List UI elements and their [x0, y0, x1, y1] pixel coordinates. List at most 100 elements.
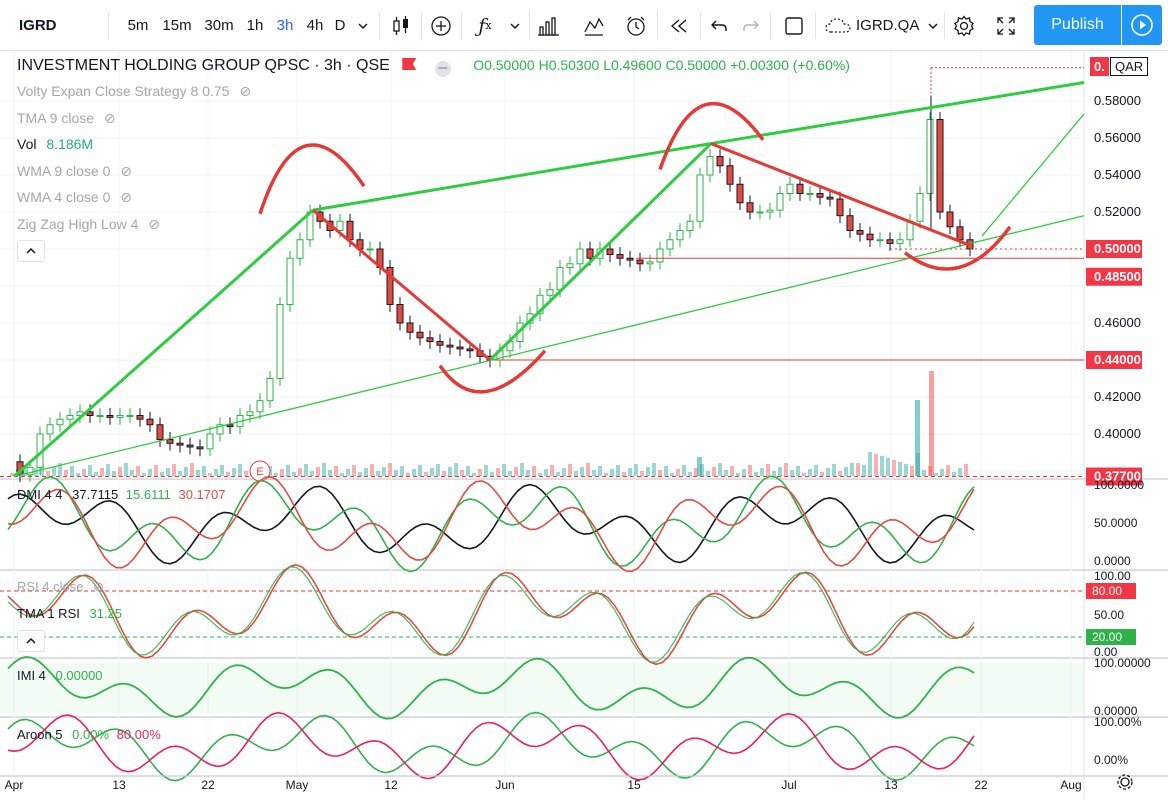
eye-hidden-icon[interactable]: ⊘ [120, 189, 132, 205]
volume-bar [778, 467, 782, 476]
layout-name: IGRD.QA [856, 17, 920, 34]
volume-bar [70, 466, 74, 476]
indicator-wma9[interactable]: WMA 9 close 0 ⊘ [17, 163, 132, 179]
eye-hidden-icon[interactable]: ⊘ [239, 83, 252, 99]
currency-label[interactable]: QAR [1110, 57, 1149, 76]
volume-bar [496, 468, 500, 476]
volume-bar [694, 468, 698, 476]
chevron-down-icon[interactable] [352, 0, 374, 51]
candle-body [406, 322, 414, 333]
indicator-zigzag[interactable]: Zig Zag High Low 4 ⊘ [17, 216, 161, 232]
volume-bar [82, 469, 86, 476]
candle-body [256, 400, 264, 413]
replay-icon[interactable] [662, 0, 696, 51]
volume-bar [934, 473, 938, 476]
arc-annotation [903, 225, 1012, 271]
candle-body [566, 263, 574, 269]
candle-body [786, 183, 794, 194]
volume-bar [106, 464, 110, 476]
trend-line [13, 215, 1085, 478]
rsi-line [7, 563, 975, 666]
indicator-tma[interactable]: TMA 9 close ⊘ [17, 110, 116, 126]
layout-cloud-selector[interactable]: IGRD.QA [820, 0, 940, 51]
eye-hidden-icon[interactable]: ⊘ [93, 579, 105, 594]
eye-hidden-icon[interactable]: ⊘ [148, 216, 161, 232]
volume-bar [400, 466, 404, 476]
candle-body [56, 418, 64, 426]
eye-hidden-icon[interactable]: ⊘ [103, 110, 116, 126]
minus-icon[interactable]: – [434, 60, 451, 77]
aroon-tick-label: 0.00% [1094, 753, 1128, 767]
candle-body [346, 220, 354, 241]
ohlc-values: O0.50000 H0.50300 L0.49600 C0.50000 +0.0… [473, 57, 850, 73]
volume-bar [922, 470, 926, 476]
volume-bar [190, 463, 194, 476]
aroon-tick-label: 100.00% [1094, 715, 1142, 729]
candle-body [866, 233, 874, 241]
interval-1h[interactable]: 1h [246, 17, 264, 34]
indicator-vol[interactable]: Vol 8.186M [17, 136, 94, 152]
candle-body [296, 239, 304, 259]
time-tick-label: 12 [384, 778, 398, 792]
volume-bar [604, 473, 608, 476]
indicator-wma4[interactable]: WMA 4 close 0 ⊘ [17, 189, 132, 205]
candle-body [616, 254, 624, 259]
candle-body [636, 259, 644, 265]
dmi-tick-label: 50.0000 [1094, 516, 1138, 530]
imi-line [7, 655, 975, 720]
candle-body [386, 267, 394, 305]
volume-bar [766, 464, 770, 476]
interval-D[interactable]: D [334, 17, 346, 34]
price-badge [1086, 351, 1142, 369]
candle-body [536, 294, 544, 315]
add-compare-icon[interactable] [425, 0, 457, 51]
volume-bar [382, 467, 386, 476]
candle-body [626, 257, 634, 261]
volume-bar [52, 467, 56, 476]
play-icon[interactable] [1122, 5, 1162, 45]
volume-bar [328, 470, 332, 476]
collapse-legend-button[interactable] [17, 240, 45, 262]
eye-hidden-icon[interactable]: ⊘ [120, 163, 132, 179]
alert-clock-icon[interactable] [620, 0, 652, 51]
price-tick-label: 0.56000 [1094, 130, 1141, 145]
candle-body [466, 348, 474, 352]
candles [16, 95, 974, 483]
interval-30m[interactable]: 30m [204, 17, 234, 34]
interval-4h[interactable]: 4h [306, 17, 324, 34]
volume-bar [784, 463, 788, 476]
chevron-down-icon[interactable] [504, 0, 526, 51]
interval-5m[interactable]: 5m [127, 17, 149, 34]
toolbar-divider [944, 12, 945, 39]
gear-icon[interactable] [948, 0, 980, 51]
templates-icon[interactable] [578, 0, 610, 51]
interval-15m[interactable]: 15m [162, 17, 192, 34]
arc-annotation [658, 101, 765, 171]
price-chart[interactable]: 0.58000 0.56000 0.54000 0.52000 0.50000 0.460… [0, 51, 1168, 800]
redo-icon[interactable] [736, 0, 766, 51]
gear-icon [1120, 777, 1130, 787]
volume-bar [64, 470, 68, 476]
interval-3h[interactable]: 3h [276, 17, 294, 34]
volume-bar [292, 472, 296, 476]
undo-icon[interactable] [704, 0, 734, 51]
collapse-pane-button[interactable] [17, 630, 45, 652]
volume-bar [136, 466, 140, 476]
flag-icon[interactable] [402, 58, 417, 70]
price-tick-label: 0.42000 [1094, 389, 1141, 404]
publish-button[interactable]: Publish [1034, 5, 1121, 45]
candles-icon[interactable] [385, 0, 417, 51]
volume-bar [94, 472, 98, 476]
price-tick-label: 0.58000 [1094, 93, 1141, 108]
volume-bar [184, 467, 188, 476]
symbol-search[interactable]: IGRD [0, 0, 108, 51]
financials-icon[interactable] [533, 0, 565, 51]
time-tick-label: 22 [201, 778, 215, 792]
chart-area[interactable]: 0.58000 0.56000 0.54000 0.52000 0.50000 0.460… [0, 51, 1168, 800]
volume-bar [148, 469, 152, 476]
expand-icon[interactable] [990, 0, 1022, 51]
indicator-volty[interactable]: Volty Expan Close Strategy 8 0.75 ⊘ [17, 83, 252, 99]
fullscreen-box-icon[interactable] [778, 0, 810, 51]
dmi-tick-label: 100.0000 [1094, 478, 1144, 492]
